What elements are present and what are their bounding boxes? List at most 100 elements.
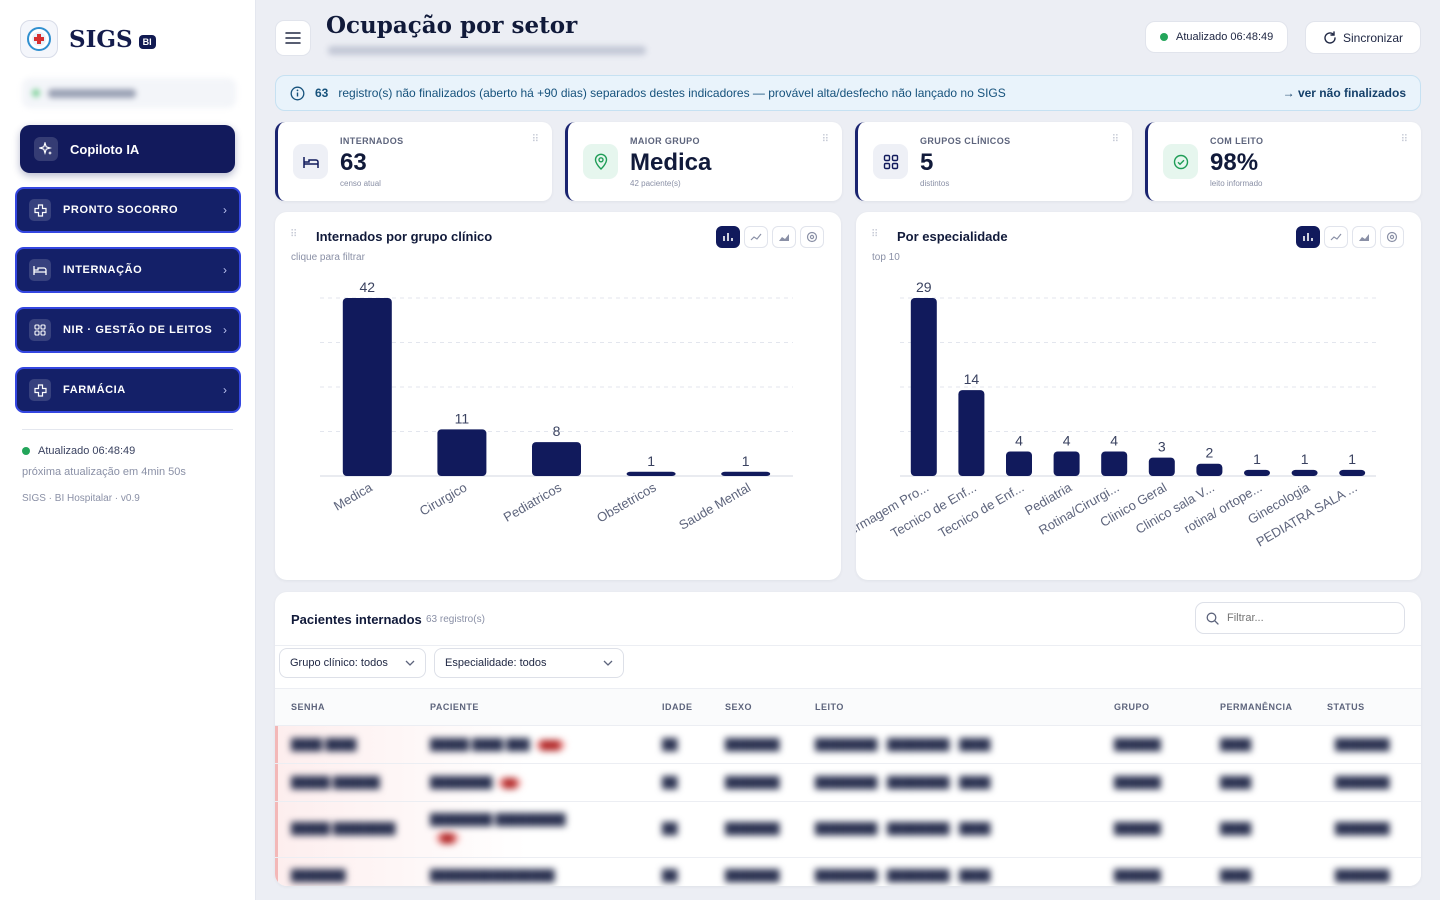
bar[interactable] bbox=[532, 442, 581, 476]
column-header[interactable]: IDADE bbox=[662, 702, 693, 712]
bar[interactable] bbox=[342, 298, 392, 476]
chart-hint: clique para filtrar bbox=[291, 252, 365, 263]
tick-label: Rotina/Cirurgi... bbox=[1036, 480, 1122, 538]
copilot-button[interactable]: Copiloto IA bbox=[20, 125, 235, 173]
bar[interactable] bbox=[958, 390, 985, 476]
row-flag bbox=[275, 764, 278, 801]
drag-handle-icon[interactable]: ⠿ bbox=[531, 134, 539, 145]
cell-senha: ████ ████ bbox=[291, 739, 357, 751]
bar[interactable] bbox=[1196, 463, 1223, 476]
bar[interactable] bbox=[1244, 469, 1270, 476]
bar[interactable] bbox=[1101, 451, 1128, 476]
cell-permanencia: ████ bbox=[1220, 777, 1252, 789]
menu-toggle-button[interactable] bbox=[275, 20, 311, 56]
data-label: 8 bbox=[553, 423, 561, 439]
sidebar-status: Atualizado 06:48:49 bbox=[22, 445, 135, 457]
donut-chart-icon[interactable] bbox=[1380, 226, 1404, 248]
kpi-label: GRUPOS CLÍNICOS bbox=[920, 136, 1011, 146]
cell-status: ███████ bbox=[1335, 823, 1390, 835]
drag-handle-icon[interactable]: ⠿ bbox=[1400, 134, 1408, 145]
cell-idade: ██ bbox=[662, 823, 678, 835]
kpi-label: COM LEITO bbox=[1210, 136, 1264, 146]
table-row[interactable]: █████ ████████ ████████ █████████ ██ ██ … bbox=[275, 801, 1421, 857]
kpi-sub: 42 paciente(s) bbox=[630, 179, 681, 188]
column-header[interactable]: PACIENTE bbox=[430, 702, 479, 712]
nav-pronto-socorro[interactable]: PRONTO SOCORRO › bbox=[15, 187, 241, 233]
tick-label: Cirurgico bbox=[417, 480, 470, 519]
table-row[interactable]: ████ ████ █████ ████ ███ ███ ██ ███████ █… bbox=[275, 725, 1421, 763]
kpi-value: Medica bbox=[630, 149, 712, 176]
search-icon bbox=[1206, 612, 1219, 625]
column-header[interactable]: LEITO bbox=[815, 702, 844, 712]
nav-nir-gestao-leitos[interactable]: NIR · GESTÃO DE LEITOS › bbox=[15, 307, 241, 353]
line-chart-icon[interactable] bbox=[744, 226, 768, 248]
user-chip[interactable] bbox=[22, 78, 236, 108]
sync-button[interactable]: Sincronizar bbox=[1305, 21, 1421, 54]
specialty-filter-value: Especialidade: todos bbox=[445, 657, 547, 669]
bar[interactable] bbox=[1339, 469, 1366, 476]
column-header[interactable]: GRUPO bbox=[1114, 702, 1150, 712]
column-header[interactable]: STATUS bbox=[1327, 702, 1365, 712]
data-label: 1 bbox=[1348, 451, 1356, 467]
data-label: 1 bbox=[647, 453, 655, 469]
chart-card-especialidade: ⠿ Por especialidade top 10 29 Enfermagem … bbox=[856, 212, 1421, 580]
kpi-com-leito: COM LEITO 98% leito informado ⠿ bbox=[1145, 122, 1421, 201]
user-status-dot bbox=[32, 89, 40, 97]
nav-farmacia[interactable]: FARMÁCIA › bbox=[15, 367, 241, 413]
tick-label: Saude Mental bbox=[676, 480, 753, 533]
row-flag bbox=[275, 858, 278, 886]
group-filter-select[interactable]: Grupo clínico: todos bbox=[279, 648, 426, 678]
bed-icon bbox=[29, 259, 51, 281]
drag-handle-icon[interactable]: ⠿ bbox=[821, 134, 829, 145]
drag-handle-icon[interactable]: ⠿ bbox=[1111, 134, 1119, 145]
version-text: SIGS · BI Hospitalar · v0.9 bbox=[22, 493, 140, 504]
donut-chart-icon[interactable] bbox=[800, 226, 824, 248]
area-chart-icon[interactable] bbox=[772, 226, 796, 248]
column-header[interactable]: SENHA bbox=[291, 702, 326, 712]
cell-status: ███████ bbox=[1335, 777, 1390, 789]
specialty-filter-select[interactable]: Especialidade: todos bbox=[434, 648, 624, 678]
bar[interactable] bbox=[721, 471, 771, 476]
drag-handle-icon[interactable]: ⠿ bbox=[290, 229, 297, 240]
table-row[interactable]: ███████ ████████████████ ██ ███████ ████… bbox=[275, 857, 1421, 886]
bar-chart-icon[interactable] bbox=[1296, 226, 1320, 248]
table-title: Pacientes internados bbox=[291, 612, 422, 627]
bar[interactable] bbox=[626, 471, 676, 476]
drag-handle-icon[interactable]: ⠿ bbox=[871, 229, 878, 240]
cell-grupo: ██████ bbox=[1114, 777, 1161, 789]
brand[interactable]: SIGS BI bbox=[20, 20, 156, 58]
column-header[interactable]: SEXO bbox=[725, 702, 753, 712]
bar[interactable] bbox=[437, 429, 487, 476]
alert-count: 63 bbox=[315, 86, 329, 100]
line-chart-icon[interactable] bbox=[1324, 226, 1348, 248]
kpi-value: 63 bbox=[340, 149, 367, 176]
table-row[interactable]: █████ ██████ ████████ ██ ██ ███████ █████… bbox=[275, 763, 1421, 801]
divider bbox=[275, 645, 1421, 646]
cell-sexo: ███████ bbox=[725, 739, 780, 751]
view-unfinished-link[interactable]: → ver não finalizados bbox=[1282, 86, 1406, 100]
cell-paciente-tag: ██ bbox=[430, 832, 459, 844]
tick-label: Obstetricos bbox=[594, 479, 659, 525]
bar[interactable] bbox=[1291, 469, 1318, 476]
nav-internacao[interactable]: INTERNAÇÃO › bbox=[15, 247, 241, 293]
data-label: 29 bbox=[916, 279, 932, 295]
cell-permanencia: ████ bbox=[1220, 739, 1252, 751]
data-label: 4 bbox=[1063, 432, 1071, 448]
bar-chart-icon[interactable] bbox=[716, 226, 740, 248]
alert-text: registro(s) não finalizados (aberto há +… bbox=[338, 86, 1006, 100]
sync-label: Sincronizar bbox=[1342, 30, 1404, 45]
chevron-down-icon bbox=[405, 660, 415, 666]
page-subtitle bbox=[328, 46, 646, 55]
bar[interactable] bbox=[1006, 451, 1032, 476]
column-header[interactable]: PERMANÊNCIA bbox=[1220, 702, 1293, 712]
bar[interactable] bbox=[910, 298, 937, 476]
cell-senha: █████ ██████ bbox=[291, 777, 380, 789]
cell-status: ███████ bbox=[1335, 870, 1390, 882]
data-label: 11 bbox=[455, 410, 470, 426]
table-filter-input[interactable] bbox=[1227, 612, 1397, 624]
table-filter-field[interactable] bbox=[1195, 602, 1405, 634]
bar[interactable] bbox=[1053, 451, 1080, 476]
area-chart-icon[interactable] bbox=[1352, 226, 1376, 248]
cell-sexo: ███████ bbox=[725, 823, 780, 835]
bar[interactable] bbox=[1148, 457, 1175, 476]
